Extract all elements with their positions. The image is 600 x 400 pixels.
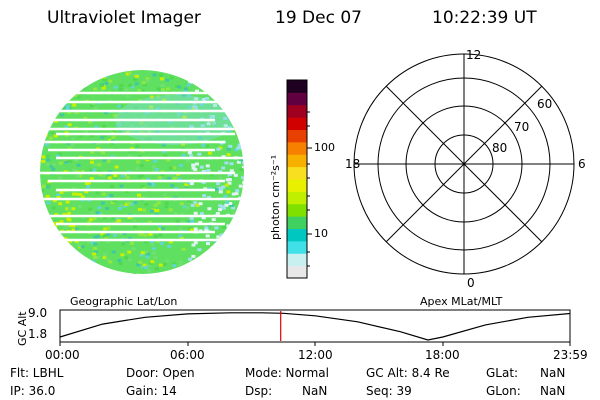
status-mode: Mode: Normal [245, 366, 329, 380]
color-bar [286, 79, 312, 279]
colorbar-cell [287, 253, 307, 267]
mlat-label-70: 70 [514, 120, 530, 134]
status-glon-value: NaN [540, 384, 566, 398]
mlat-label-80: 80 [492, 141, 508, 155]
status-glat-label: GLat: [486, 366, 519, 380]
alt-xtick-1200: 12:00 [298, 348, 333, 362]
mlt-label-12: 12 [466, 48, 482, 62]
status-glat-value: NaN [540, 366, 566, 380]
polar-grid [353, 53, 575, 275]
colorbar-cell [287, 154, 307, 168]
alt-xtick-0600: 06:00 [170, 348, 205, 362]
alt-xtick-0000: 00:00 [45, 348, 80, 362]
app-title: Ultraviolet Imager [47, 8, 201, 28]
colorbar-cell [287, 179, 307, 192]
colorbar-cell [287, 117, 307, 130]
status-gc-alt: GC Alt: 8.4 Re [366, 366, 450, 380]
alt-ytick-9: 9.0 [28, 306, 48, 320]
alt-ytick-1.8: 1.8 [28, 327, 48, 341]
colorbar-cell [287, 203, 307, 217]
colorbar-cell [287, 129, 307, 143]
colorbar-tick-10: 10 [314, 227, 328, 240]
status-glon-label: GLon: [486, 384, 521, 398]
geographic-label: Geographic Lat/Lon [70, 295, 178, 308]
colorbar-cell [287, 191, 307, 205]
mlt-label-0: 0 [467, 276, 475, 290]
colorbar-tick-100: 100 [314, 141, 335, 154]
status-gain: Gain: 14 [126, 384, 177, 398]
time-label: 10:22:39 UT [432, 8, 537, 28]
colorbar-cell [287, 104, 307, 118]
status-dsp-value: NaN [302, 384, 328, 398]
status-ip: IP: 36.0 [10, 384, 56, 398]
status-dsp-label: Dsp: [245, 384, 273, 398]
alt-xtick-1800: 18:00 [425, 348, 460, 362]
uv-globe-image [40, 70, 244, 274]
status-filter: Flt: LBHL [10, 366, 64, 380]
colorbar-unit-label: photon cm⁻²s⁻¹ [269, 155, 282, 240]
status-door: Door: Open [126, 366, 195, 380]
mlat-label-60: 60 [537, 97, 553, 111]
mlt-label-6: 6 [578, 157, 586, 171]
altitude-ylabel: GC Alt [16, 311, 29, 346]
date-label: 19 Dec 07 [275, 8, 362, 28]
colorbar-cell [287, 141, 307, 155]
status-seq: Seq: 39 [366, 384, 412, 398]
colorbar-cell [287, 240, 307, 254]
altitude-plot [59, 309, 571, 346]
alt-xtick-2359: 23:59 [553, 348, 588, 362]
colorbar-cell [287, 92, 307, 106]
apex-label: Apex MLat/MLT [420, 295, 503, 308]
altitude-curve [59, 312, 571, 341]
colorbar-cell [287, 80, 307, 93]
colorbar-cell [287, 228, 307, 242]
mlt-label-18: 18 [345, 157, 361, 171]
colorbar-cell [287, 166, 307, 180]
colorbar-cell [287, 265, 307, 279]
colorbar-cell [287, 216, 307, 229]
